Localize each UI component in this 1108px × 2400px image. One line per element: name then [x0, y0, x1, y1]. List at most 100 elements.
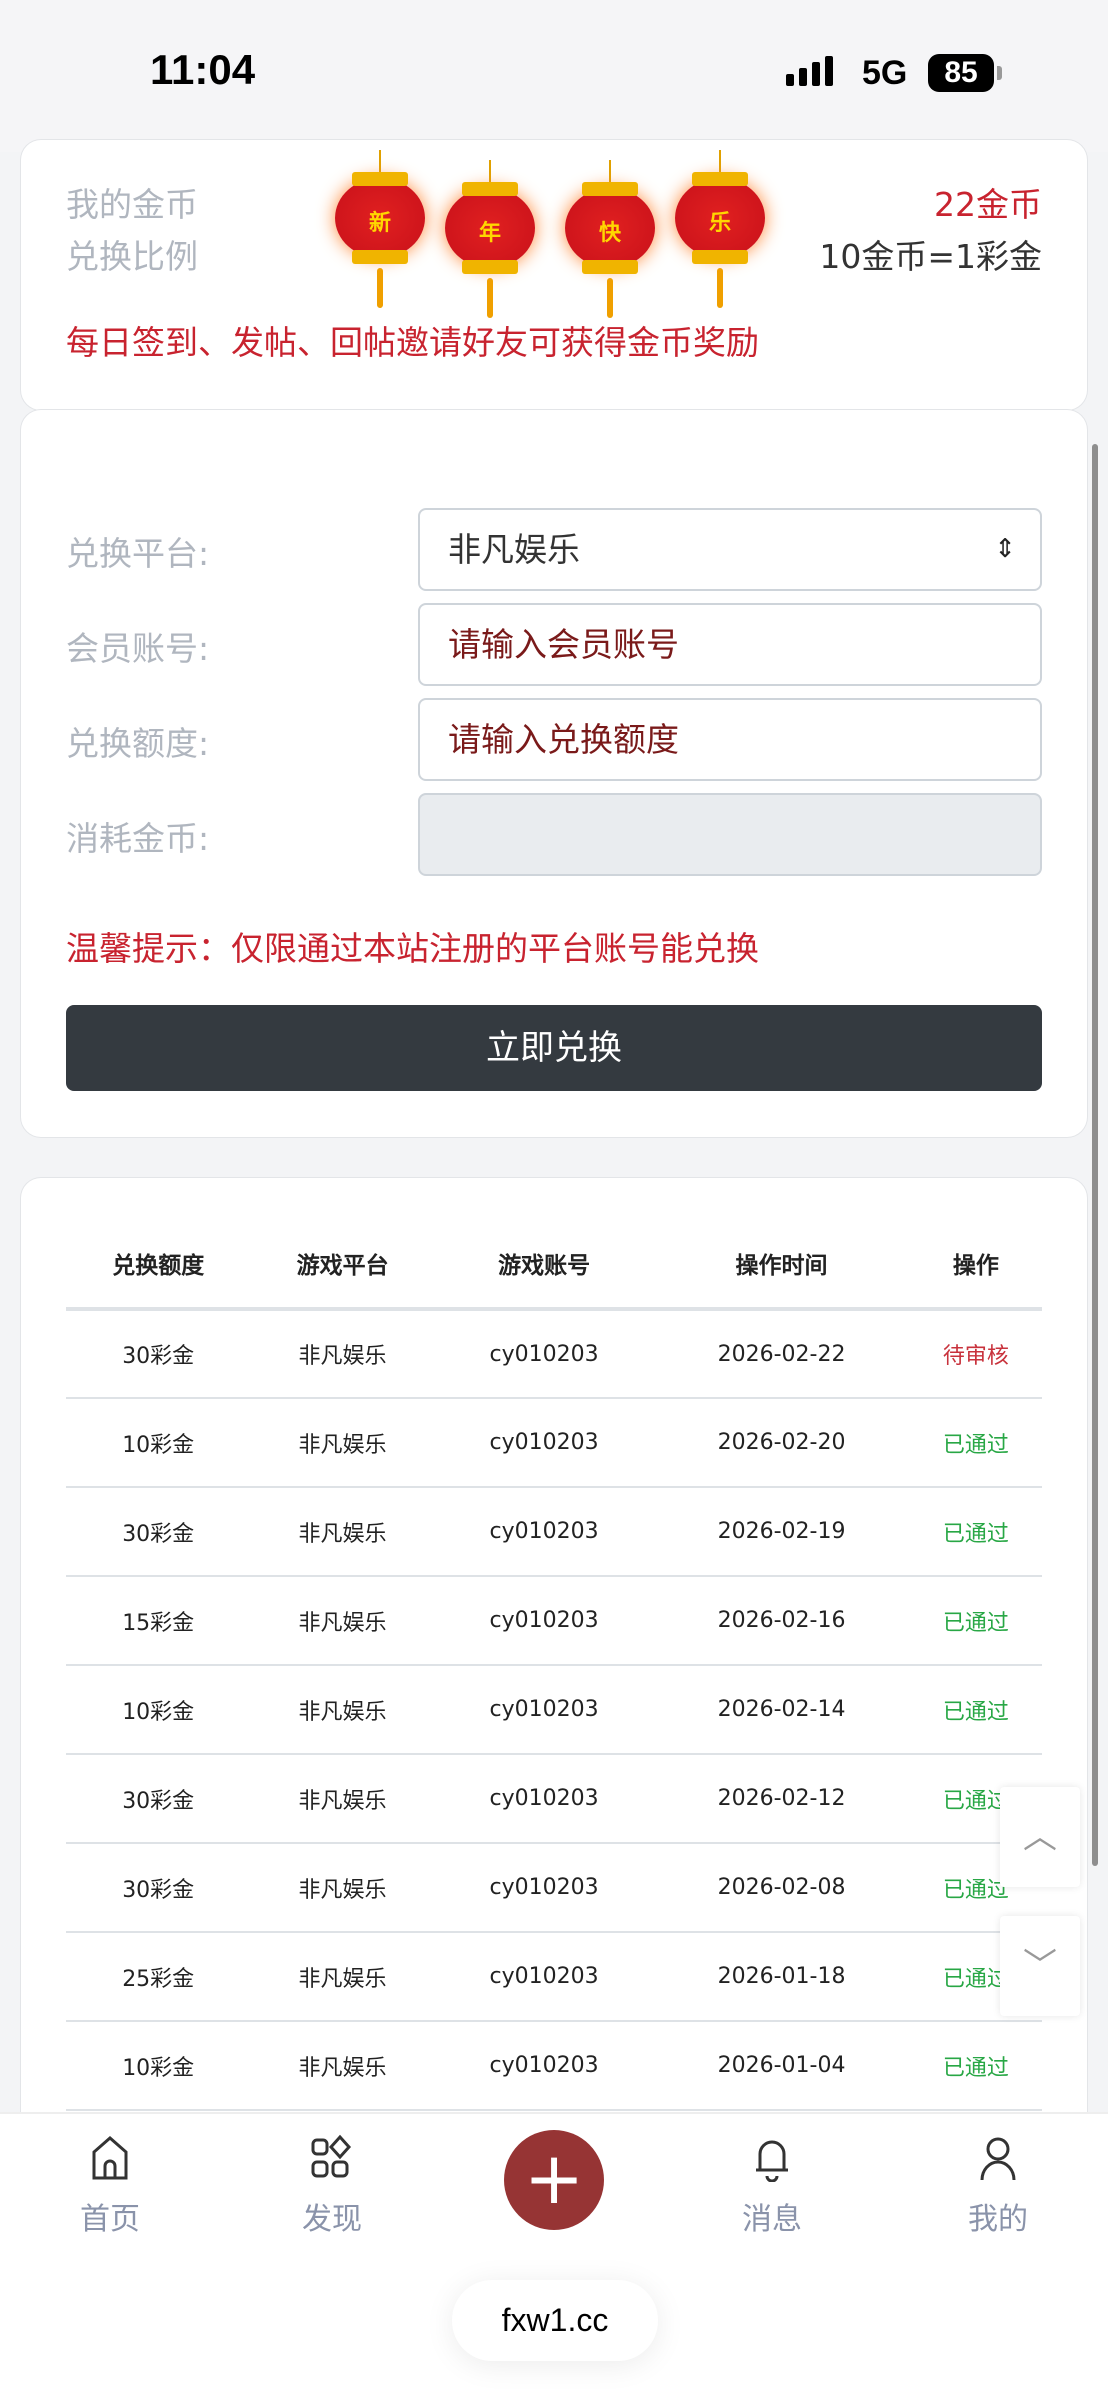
url-pill[interactable]: fxw1.cc	[452, 2280, 658, 2361]
lantern-icon: 新	[330, 150, 430, 320]
table-cell: 25彩金	[66, 1932, 251, 2022]
table-cell: 2026-02-12	[653, 1754, 910, 1844]
table-cell: 非凡娱乐	[250, 1487, 435, 1577]
table-cell: 非凡娱乐	[250, 1843, 435, 1933]
scroll-down-button[interactable]: ﹀	[1000, 1916, 1080, 2016]
submit-button[interactable]: 立即兑换	[66, 1005, 1042, 1091]
table-cell: 30彩金	[66, 1487, 251, 1577]
table-cell: 2026-02-14	[653, 1665, 910, 1755]
tab-messages[interactable]: 消息	[712, 2134, 832, 2238]
table-cell: 非凡娱乐	[250, 1665, 435, 1755]
discover-icon	[311, 2134, 352, 2178]
table-cell: 10彩金	[66, 2021, 251, 2111]
table-cell: 非凡娱乐	[250, 1754, 435, 1844]
tab-label: 发现	[302, 2202, 362, 2237]
table-cell: 10彩金	[66, 1665, 251, 1755]
warning-tip: 温馨提示：仅限通过本站注册的平台账号能兑换	[66, 929, 759, 968]
table-cell: cy010203	[434, 1398, 654, 1488]
status-badge: 已通过	[909, 1398, 1042, 1488]
table-row: 10彩金 非凡娱乐 cy010203 2026-02-14 已通过	[66, 1665, 1042, 1755]
tab-discover[interactable]: 发现	[272, 2134, 392, 2238]
status-badge: 已通过	[909, 1487, 1042, 1577]
column-header: 游戏平台	[250, 1218, 435, 1311]
table-cell: 30彩金	[66, 1843, 251, 1933]
tab-label: 首页	[80, 2202, 140, 2237]
network-type: 5G	[862, 54, 908, 92]
tab-label: 消息	[742, 2202, 802, 2237]
add-post-button[interactable]: +	[504, 2130, 604, 2230]
table-cell: cy010203	[434, 1932, 654, 2022]
table-cell: cy010203	[434, 1665, 654, 1755]
lantern-icon: 快	[560, 160, 660, 330]
account-label: 会员账号:	[66, 629, 210, 668]
table-row: 30彩金 非凡娱乐 cy010203 2026-02-08 已通过	[66, 1843, 1042, 1933]
table-row: 30彩金 非凡娱乐 cy010203 2026-02-19 已通过	[66, 1487, 1042, 1577]
table-cell: 2026-02-22	[653, 1309, 910, 1399]
amount-input[interactable]: 请输入兑换额度	[418, 698, 1042, 781]
table-cell: 2026-02-16	[653, 1576, 910, 1666]
table-cell: 非凡娱乐	[250, 1309, 435, 1399]
status-badge: 已通过	[909, 1576, 1042, 1666]
my-coins-value: 22金币	[934, 185, 1042, 224]
account-input[interactable]: 请输入会员账号	[418, 603, 1042, 686]
reward-tip: 每日签到、发帖、回帖邀请好友可获得金币奖励	[66, 323, 759, 362]
table-cell: 2026-02-20	[653, 1398, 910, 1488]
chevron-down-icon: ﹀	[1023, 1946, 1057, 1986]
table-cell: 2026-02-19	[653, 1487, 910, 1577]
battery-tip	[997, 66, 1002, 80]
column-header: 兑换额度	[66, 1218, 251, 1311]
platform-select[interactable]: 非凡娱乐 ⇕	[418, 508, 1042, 591]
cost-label: 消耗金币:	[66, 819, 210, 858]
column-header: 游戏账号	[434, 1218, 654, 1311]
table-cell: 15彩金	[66, 1576, 251, 1666]
platform-label: 兑换平台:	[66, 534, 210, 573]
cost-field	[418, 793, 1042, 876]
battery-icon: 85	[928, 54, 994, 92]
chevron-up-icon: ︿	[1023, 1817, 1057, 1857]
table-cell: 非凡娱乐	[250, 1398, 435, 1488]
ratio-label: 兑换比例	[66, 237, 198, 276]
table-row: 30彩金 非凡娱乐 cy010203 2026-02-22 待审核	[66, 1309, 1042, 1399]
table-cell: 2026-02-08	[653, 1843, 910, 1933]
lantern-icon: 年	[440, 160, 540, 330]
tab-profile[interactable]: 我的	[938, 2134, 1058, 2238]
clock: 11:04	[150, 46, 256, 93]
table-row: 10彩金 非凡娱乐 cy010203 2026-02-20 已通过	[66, 1398, 1042, 1488]
table-cell: 非凡娱乐	[250, 2021, 435, 2111]
scroll-up-button[interactable]: ︿	[1000, 1787, 1080, 1887]
table-cell: 30彩金	[66, 1309, 251, 1399]
table-cell: 2026-01-04	[653, 2021, 910, 2111]
status-badge: 待审核	[909, 1309, 1042, 1399]
column-header: 操作	[909, 1218, 1042, 1311]
status-bar: 11:04 5G 85	[0, 0, 1108, 152]
history-table: 兑换额度 游戏平台 游戏账号 操作时间 操作 30彩金 非凡娱乐 cy010203 2026-…	[66, 1218, 1042, 2111]
table-cell: 非凡娱乐	[250, 1576, 435, 1666]
my-coins-label: 我的金币	[66, 185, 198, 224]
signal-icon	[786, 56, 833, 86]
table-cell: cy010203	[434, 1843, 654, 1933]
tab-home[interactable]: 首页	[50, 2134, 170, 2238]
table-cell: cy010203	[434, 2021, 654, 2111]
history-card: 兑换额度 游戏平台 游戏账号 操作时间 操作 30彩金 非凡娱乐 cy010203 2026-…	[21, 1178, 1087, 2178]
status-badge: 已通过	[909, 2021, 1042, 2111]
amount-label: 兑换额度:	[66, 724, 210, 763]
table-row: 30彩金 非凡娱乐 cy010203 2026-02-12 已通过	[66, 1754, 1042, 1844]
status-badge: 已通过	[909, 1665, 1042, 1755]
user-icon	[980, 2137, 1016, 2181]
lantern-icon: 乐	[670, 150, 770, 320]
bell-icon	[756, 2140, 788, 2183]
home-icon	[92, 2136, 128, 2180]
table-cell: cy010203	[434, 1309, 654, 1399]
table-cell: 2026-01-18	[653, 1932, 910, 2022]
table-cell: cy010203	[434, 1487, 654, 1577]
tab-label: 我的	[968, 2202, 1028, 2237]
table-cell: cy010203	[434, 1576, 654, 1666]
table-row: 15彩金 非凡娱乐 cy010203 2026-02-16 已通过	[66, 1576, 1042, 1666]
ratio-value: 10金币=1彩金	[819, 237, 1042, 276]
column-header: 操作时间	[653, 1218, 910, 1311]
table-row: 10彩金 非凡娱乐 cy010203 2026-01-04 已通过	[66, 2021, 1042, 2111]
table-cell: 非凡娱乐	[250, 1932, 435, 2022]
scrollbar[interactable]	[1092, 444, 1098, 1866]
select-arrows-icon: ⇕	[994, 534, 1016, 564]
table-cell: cy010203	[434, 1754, 654, 1844]
